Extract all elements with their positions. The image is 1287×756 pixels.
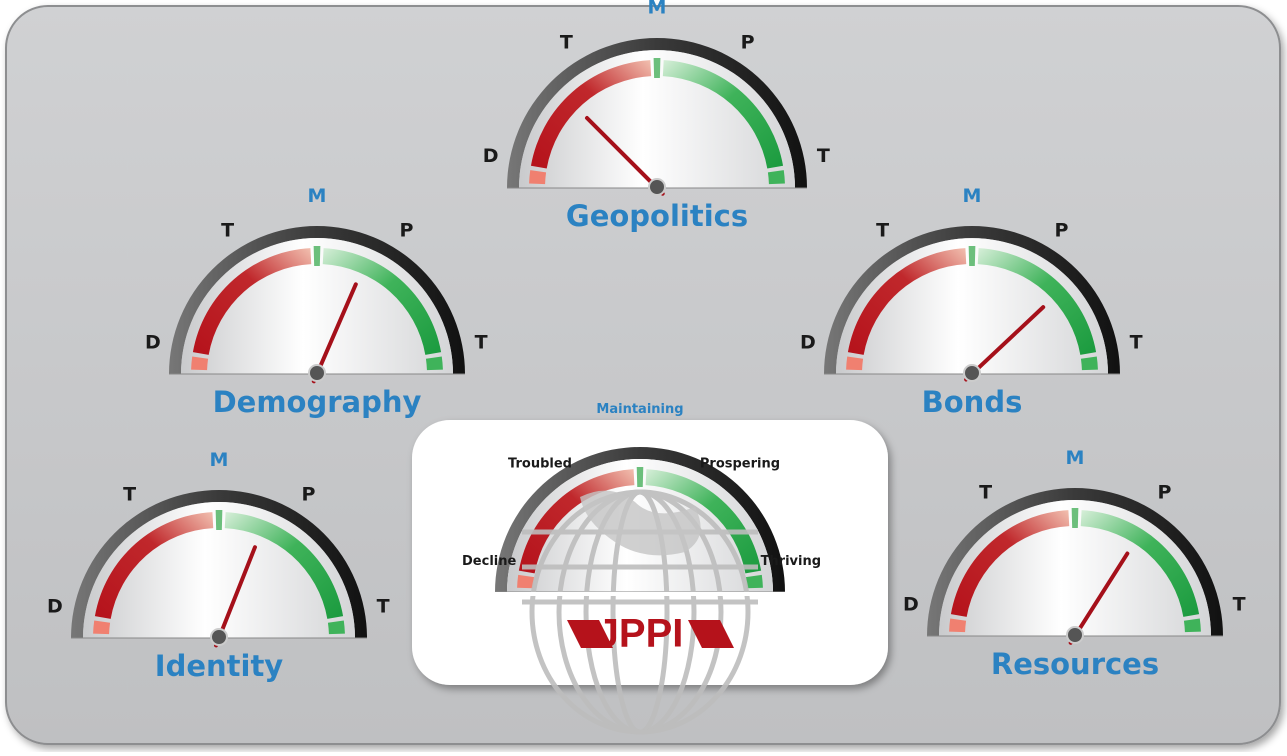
gauge-letter: P (1054, 219, 1068, 241)
mid-tick (968, 246, 976, 267)
land (580, 490, 701, 556)
mid-tick (215, 509, 223, 531)
green-zone (977, 248, 1097, 355)
needle-hub (210, 628, 228, 646)
needle-hub (648, 178, 666, 196)
green-zone (645, 469, 762, 574)
end-tick (745, 574, 763, 589)
logo-slash (708, 620, 734, 648)
start-tick (529, 170, 547, 185)
gauge-letter: T (876, 219, 889, 241)
red-zone (192, 248, 312, 355)
center-label: Thriving (761, 554, 821, 569)
green-zone (662, 60, 784, 169)
end-tick (425, 356, 443, 371)
globe-mask (495, 592, 785, 596)
mid-tick (313, 246, 321, 267)
start-tick (191, 356, 209, 371)
center-label: Troubled (508, 457, 572, 472)
needle-hub (308, 364, 326, 382)
mid-tick (1071, 508, 1079, 529)
center-label: Prospering (700, 457, 780, 472)
needle (584, 115, 665, 196)
end-tick (1080, 356, 1098, 371)
gauge-letter: M (308, 185, 327, 207)
center-label: Maintaining (596, 402, 683, 417)
start-tick (93, 620, 111, 635)
red-zone (847, 248, 967, 355)
gauge-letter: T (221, 219, 234, 241)
gauge-letter: T (817, 145, 830, 167)
gauge-letter: T (377, 595, 390, 617)
gauge-letter: M (648, 0, 667, 19)
end-tick (327, 620, 345, 635)
red-zone (530, 60, 652, 169)
needle-hub (1066, 626, 1084, 644)
gauge-letter: M (210, 449, 229, 471)
gauge-title: Identity (155, 649, 284, 683)
green-zone (1080, 510, 1200, 617)
meridian (529, 489, 751, 735)
gauge-letter: T (1233, 593, 1246, 615)
red-zone (950, 510, 1070, 617)
gauge-letter: T (560, 31, 573, 53)
gauge-letter: M (1066, 447, 1085, 469)
gauge-letter: T (123, 483, 136, 505)
gauge-letter: D (145, 331, 161, 353)
logo-slash (587, 620, 613, 648)
green-zone (224, 512, 344, 619)
gauge-letter: P (301, 483, 315, 505)
red-zone (94, 512, 214, 619)
center-label: Decline (462, 554, 516, 569)
gauge-letter: D (800, 331, 816, 353)
gauge-letter: T (979, 481, 992, 503)
gauge-letter: T (475, 331, 488, 353)
mid-tick (653, 58, 661, 79)
gauge-letter: M (963, 185, 982, 207)
gauge-letter: D (47, 595, 63, 617)
gauge-letter: P (399, 219, 413, 241)
gauge-title: Bonds (922, 385, 1023, 419)
logo-slash (567, 620, 593, 648)
start-tick (949, 618, 967, 633)
gauge-letter: P (741, 31, 755, 53)
mid-tick (636, 466, 644, 488)
start-tick (517, 574, 535, 589)
logo-slash (688, 620, 714, 648)
gauge-letter: D (903, 593, 919, 615)
gauge-title: Resources (991, 647, 1159, 681)
gauge-letter: P (1157, 481, 1171, 503)
gauge-title: Demography (213, 385, 422, 419)
gauge-title: Geopolitics (566, 199, 748, 233)
gauge-letter: D (483, 145, 499, 167)
needle-hub (963, 364, 981, 382)
logo-slash (698, 620, 724, 648)
red-zone (518, 469, 635, 574)
end-tick (767, 170, 785, 185)
end-tick (1183, 618, 1201, 633)
logo: JPPI (597, 612, 684, 656)
green-zone (322, 248, 442, 355)
start-tick (846, 356, 864, 371)
gauge-letter: T (1130, 331, 1143, 353)
logo-slash (577, 620, 603, 648)
